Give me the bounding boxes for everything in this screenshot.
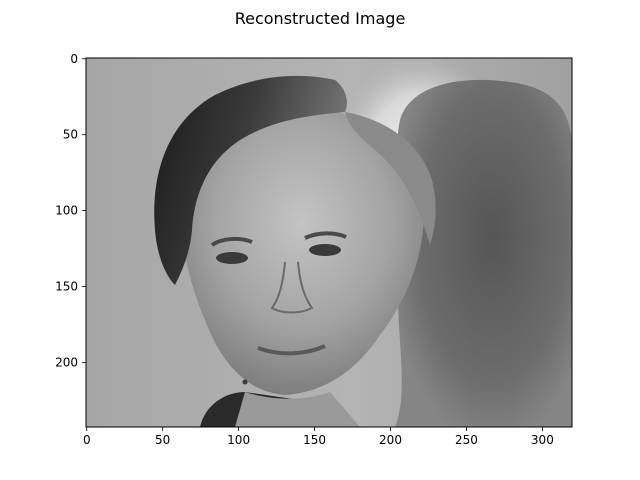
chart-title: Reconstructed Image <box>235 9 406 28</box>
x-tick-label: 150 <box>303 433 326 447</box>
axes-frame <box>85 57 573 428</box>
x-tick-label: 50 <box>155 433 170 447</box>
head-shadow <box>395 79 572 427</box>
y-tick-label: 200 <box>55 355 78 369</box>
mouth <box>257 344 326 356</box>
right-eyebrow <box>304 231 347 240</box>
mole <box>242 379 248 385</box>
y-tick-label: 150 <box>55 280 78 294</box>
image-plot <box>86 58 572 427</box>
hair-side <box>345 112 436 245</box>
x-tick-label: 200 <box>379 433 402 447</box>
right-eye <box>309 244 341 256</box>
y-tick-label: 0 <box>70 52 78 66</box>
neck <box>235 392 360 427</box>
hair <box>154 75 347 285</box>
y-tick-label: 100 <box>55 204 78 218</box>
x-tick-label: 300 <box>531 433 554 447</box>
y-tick-label: 50 <box>63 128 78 142</box>
x-axis: 0 50 100 150 200 250 300 <box>83 427 554 447</box>
y-axis: 0 50 100 150 200 <box>55 52 86 369</box>
left-eye <box>216 252 248 264</box>
face-shape <box>179 107 424 395</box>
x-tick-label: 100 <box>227 433 250 447</box>
left-eyebrow <box>210 236 253 247</box>
x-tick-label: 250 <box>455 433 478 447</box>
x-tick-label: 0 <box>83 433 91 447</box>
nose <box>270 261 314 314</box>
